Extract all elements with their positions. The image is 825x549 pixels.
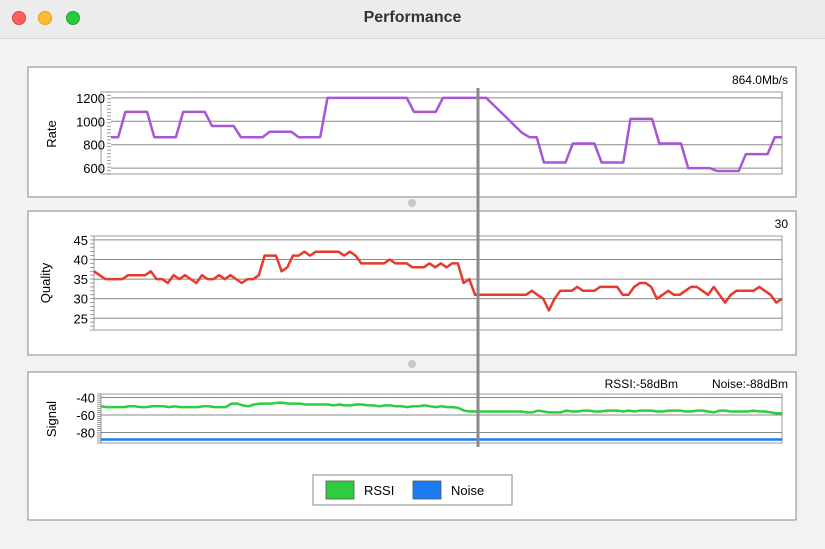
y-tick-label: 600 [83,161,105,176]
legend: RSSI Noise [312,474,513,506]
rate-plot-area [100,91,783,175]
y-tick-label: -40 [76,391,95,406]
quality-series-line [93,250,783,312]
rate-axis-label: Rate [44,120,59,147]
y-tick-label: 1200 [76,91,105,106]
noise-legend-label: Noise [451,483,484,498]
signal-panel: -40 -60 -80 Signal RSSI:-58dBm Noise:-88dB… [27,371,797,521]
y-tick-label: -60 [76,408,95,423]
rate-series-line [111,96,782,173]
y-tick-label: 800 [83,138,105,153]
quality-axis-label: Quality [38,262,53,303]
rssi-legend-swatch [325,480,355,500]
y-tick-label: 45 [74,233,88,248]
close-window-button[interactable] [12,11,26,25]
rate-panel: 600 800 1000 1200 Rate 864.0Mb/s [27,66,797,198]
window-title: Performance [363,9,462,26]
y-tick-label: 35 [74,272,88,287]
signal-axis-label: Signal [44,401,59,437]
y-tick-label: 30 [74,292,88,307]
quality-readout: 30 [775,217,789,231]
performance-content: 600 800 1000 1200 Rate 864.0Mb/s 25 30 35 40 45… [0,39,825,549]
minimize-window-button[interactable] [38,11,52,25]
quality-panel: 25 30 35 40 45 Quality 30 [27,210,797,356]
noise-legend-swatch [412,480,442,500]
y-tick-label: 1000 [76,114,105,129]
signal-plot-area [100,393,783,444]
performance-charts: 600 800 1000 1200 Rate 864.0Mb/s 25 30 35 40 45… [27,66,797,521]
y-tick-label: -80 [76,426,95,441]
rssi-readout: RSSI:-58dBm [605,377,678,391]
rssi-legend-label: RSSI [364,483,394,498]
zoom-window-button[interactable] [66,11,80,25]
y-tick-label: 40 [74,253,88,268]
split-handle-2[interactable] [408,360,416,368]
title-bar: Performance [0,0,825,39]
split-handle-1[interactable] [408,199,416,207]
y-tick-label: 25 [74,311,88,326]
rate-readout: 864.0Mb/s [732,73,788,87]
quality-plot-area [93,235,783,331]
rssi-series-line [100,401,782,415]
noise-readout: Noise:-88dBm [712,377,788,391]
